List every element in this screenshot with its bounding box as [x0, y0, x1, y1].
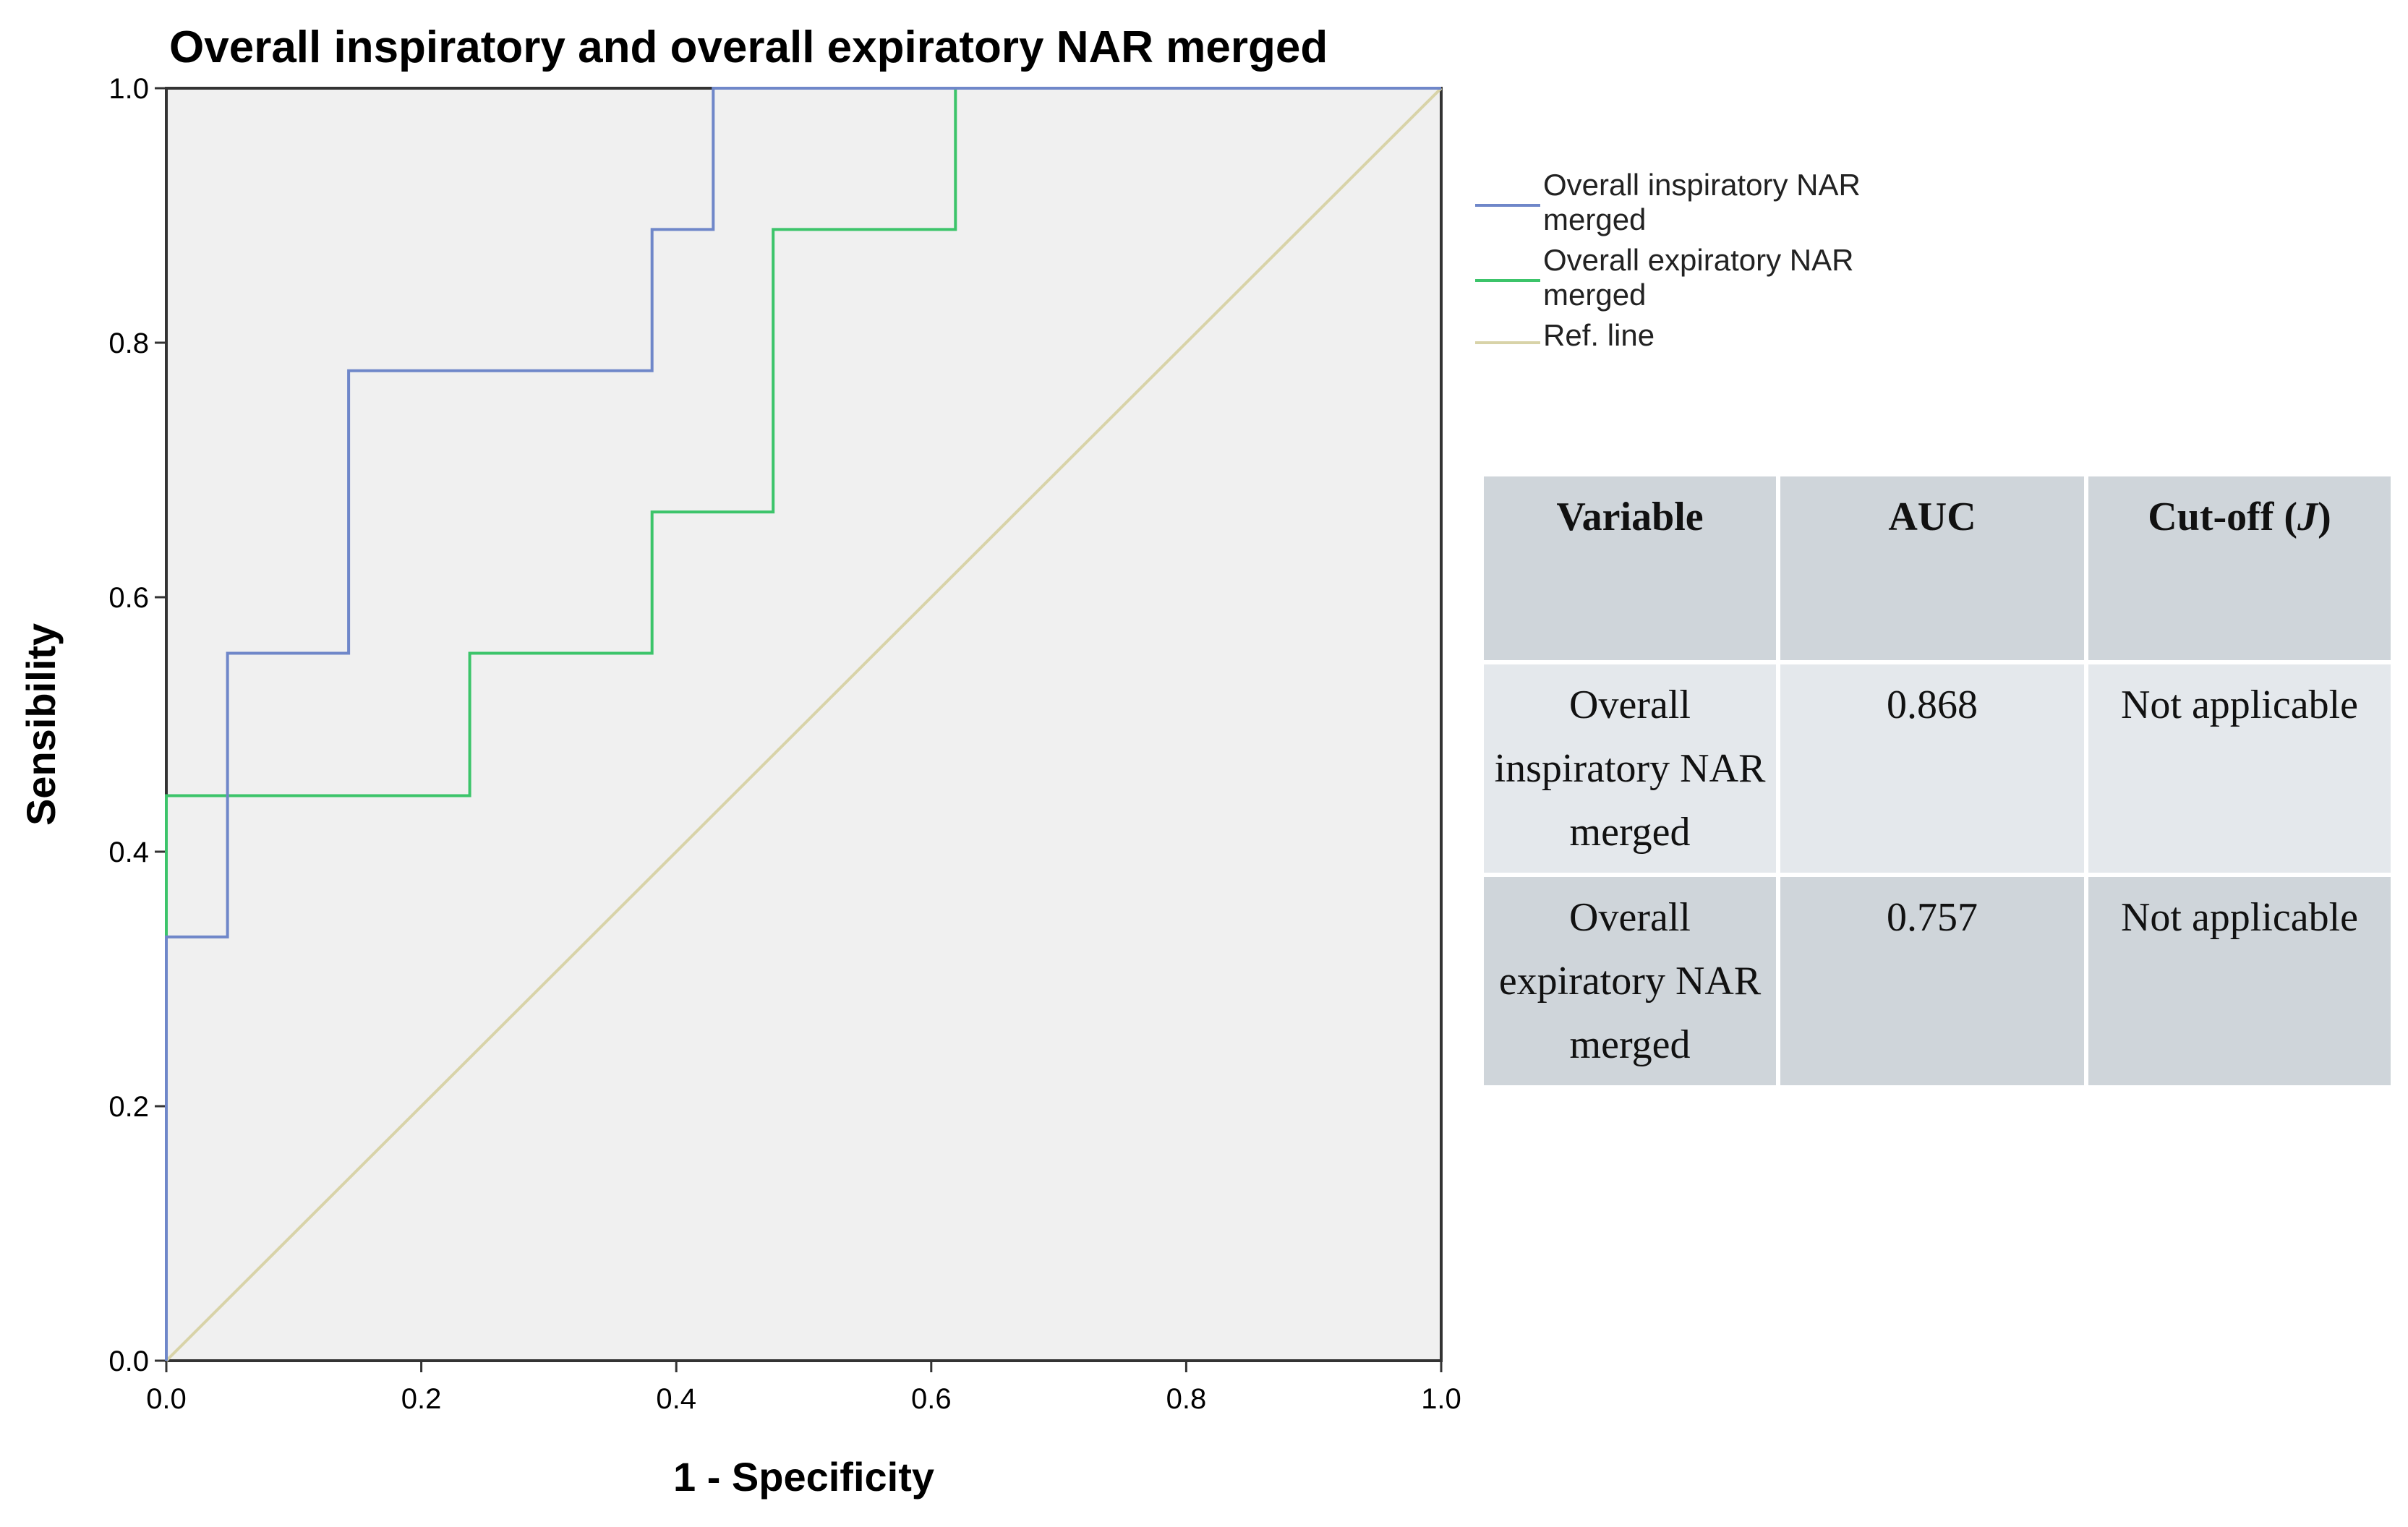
x-tick-label: 1.0 [1421, 1383, 1461, 1415]
y-tick-label: 0.0 [108, 1346, 149, 1377]
series-line-ref [165, 87, 1443, 1362]
x-tick-label: 0.2 [401, 1383, 442, 1415]
series-line-inspiratory [165, 87, 1441, 1361]
legend-label: Overall expiratory NAR merged [1543, 243, 1853, 312]
legend-label: Ref. line [1543, 318, 1655, 352]
header-auc: AUC [1776, 472, 2088, 664]
x-tick-label: 0.6 [911, 1383, 952, 1415]
x-axis-label: 1 - Specificity [673, 1454, 934, 1500]
y-tick-label: 0.4 [108, 837, 149, 868]
header-cutoff-symbol: J [2297, 495, 2318, 539]
y-tick-label: 0.2 [108, 1091, 149, 1123]
header-cutoff-label: Cut-off ( [2148, 495, 2298, 539]
row-auc: 0.757 [1776, 873, 2088, 1090]
legend-label: Overall inspiratory NAR merged [1543, 168, 1861, 236]
chart-title: Overall inspiratory and overall expirato… [169, 22, 1328, 72]
row-auc: 0.868 [1776, 660, 2088, 877]
y-tick-label: 0.8 [108, 328, 149, 359]
row-variable: Overall inspiratory NAR merged [1480, 660, 1780, 877]
x-tick-label: 0.0 [146, 1383, 187, 1415]
axis-ticks: 0.0 0.2 0.4 0.6 0.8 1.0 0.0 0.2 0.4 0.6 0.8 1.0 [108, 73, 1461, 1415]
x-tick-label: 0.4 [656, 1383, 696, 1415]
row-variable: Overall expiratory NAR merged [1480, 873, 1780, 1090]
row-cutoff: Not applicable [2084, 660, 2395, 877]
header-variable: Variable [1480, 472, 1780, 664]
series-line-expiratory [165, 87, 1441, 1361]
auc-table: Variable AUC Cut-off (J) Overall inspira… [1480, 472, 2395, 1090]
x-tick-label: 0.8 [1166, 1383, 1207, 1415]
row-cutoff: Not applicable [2084, 873, 2395, 1090]
y-axis-label: Sensibility [18, 623, 64, 826]
header-cutoff-close: ) [2318, 495, 2331, 539]
table-row: Overall expiratory NAR merged 0.757 Not … [1480, 873, 2395, 1090]
legend: Overall inspiratory NAR merged Overall exp… [1475, 168, 1861, 352]
series-layer [165, 87, 1443, 1362]
table-row: Overall inspiratory NAR merged 0.868 Not… [1480, 660, 2395, 877]
table-header-row: Variable AUC Cut-off (J) [1480, 472, 2395, 664]
header-cutoff: Cut-off (J) [2084, 472, 2395, 664]
y-tick-label: 1.0 [108, 73, 149, 105]
y-tick-label: 0.6 [108, 582, 149, 614]
